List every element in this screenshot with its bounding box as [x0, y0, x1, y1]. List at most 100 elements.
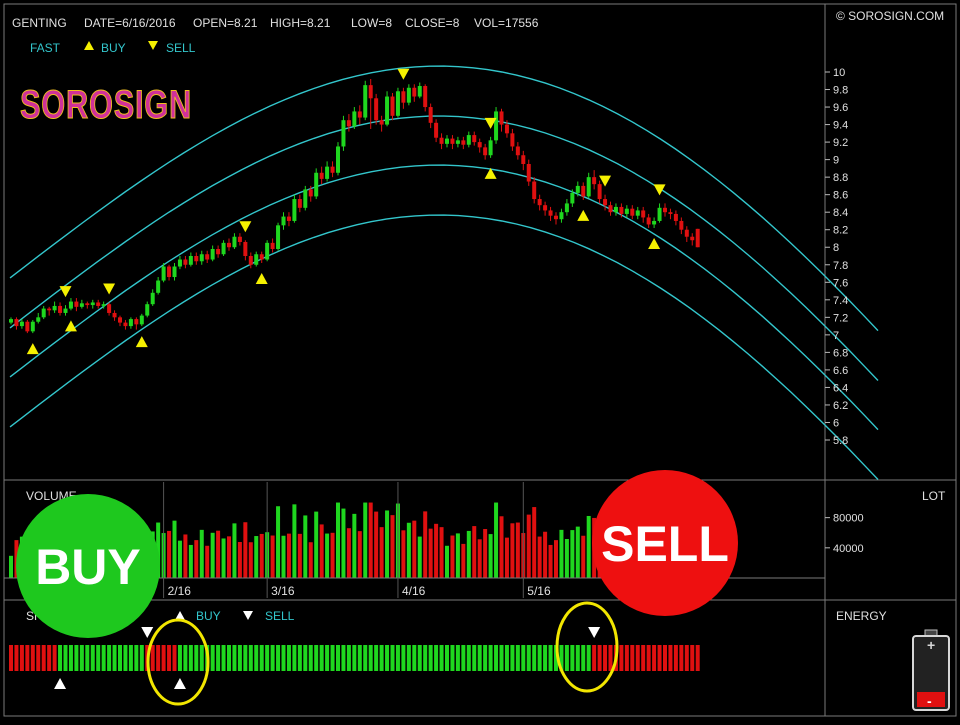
- price-axis: 10 9.8 9.6 9.4 9.2 9 8.8 8.6 8.4 8.2 8 7.8 7.6 7.4 7.2…: [825, 67, 848, 447]
- signal-bar: [630, 645, 635, 671]
- volume-bar: [548, 544, 553, 578]
- legend-buy: BUY: [101, 41, 126, 55]
- signal-bar: [128, 645, 133, 671]
- candle-body: [221, 242, 226, 255]
- candle-body: [510, 133, 515, 147]
- buy-badge-text: BUY: [35, 539, 141, 595]
- band-line-4: [9, 214, 879, 480]
- volume-bar: [243, 522, 248, 578]
- volume-bar: [363, 502, 368, 578]
- trend-bands: [9, 65, 879, 480]
- candle-body: [641, 210, 646, 218]
- signal-bar: [292, 645, 297, 671]
- candle-body: [243, 241, 248, 257]
- candle-body: [47, 308, 52, 311]
- volume-bar: [537, 536, 542, 578]
- signal-bar: [559, 645, 564, 671]
- signal-bar: [668, 645, 673, 671]
- candle-body: [412, 87, 417, 97]
- signal-bar: [341, 645, 346, 671]
- signal-bar: [172, 645, 177, 671]
- price-tick-label: 6.4: [833, 382, 848, 394]
- candle-body: [270, 242, 275, 249]
- price-tick-label: 9.2: [833, 137, 848, 149]
- volume-bar: [472, 526, 477, 578]
- signal-bar: [237, 645, 242, 671]
- volume-tick-label: 80000: [833, 513, 864, 525]
- candle-body: [177, 259, 182, 267]
- signal-bar: [286, 645, 291, 671]
- header-date: DATE=6/16/2016: [84, 16, 176, 30]
- candle-body: [494, 111, 499, 141]
- signal-bar: [41, 645, 46, 671]
- volume-bar: [445, 545, 449, 578]
- signal-bar: [325, 645, 330, 671]
- signal-bar: [581, 645, 586, 671]
- volume-bar: [504, 537, 509, 578]
- candle-body: [461, 140, 466, 145]
- signal-bar: [248, 645, 253, 671]
- signal-bar: [663, 645, 667, 671]
- candle-body: [134, 319, 139, 325]
- candle-body: [118, 317, 122, 323]
- signal-bar: [537, 645, 542, 671]
- signal-bar: [9, 645, 13, 671]
- price-tick-label: 8.2: [833, 225, 848, 237]
- price-tick-label: 8: [833, 242, 839, 254]
- volume-bar: [477, 539, 482, 578]
- date-tick-label: 5/16: [527, 584, 551, 598]
- date-tick-label: 3/16: [271, 584, 295, 598]
- candle-body: [652, 220, 657, 225]
- signal-bar: [63, 645, 68, 671]
- candle-body: [521, 155, 526, 165]
- signal-bar: [281, 645, 286, 671]
- signal-legend-buy-icon: [175, 611, 185, 620]
- signal-bar: [243, 645, 248, 671]
- candle-body: [232, 236, 237, 248]
- signal-bar: [390, 645, 395, 671]
- signal-bar: [123, 645, 128, 671]
- signal-bar: [368, 645, 373, 671]
- signal-bar: [85, 645, 90, 671]
- candle-body: [68, 301, 73, 309]
- signal-legend-buy: BUY: [196, 609, 221, 623]
- volume-axis: 80000 40000: [825, 513, 864, 555]
- candle-body: [292, 199, 297, 221]
- signal-bar: [58, 645, 63, 671]
- signal-bar: [330, 645, 335, 671]
- copyright-text: © SOROSIGN.COM: [836, 9, 944, 23]
- signal-bar: [161, 645, 166, 671]
- volume-bar: [586, 515, 591, 578]
- signal-bar: [385, 645, 390, 671]
- price-tick-label: 6.6: [833, 365, 848, 377]
- signal-bar: [232, 645, 237, 671]
- volume-bar: [248, 542, 253, 578]
- candle-body: [194, 256, 199, 262]
- candle-body: [624, 208, 629, 214]
- candle-body: [543, 205, 548, 211]
- volume-bar: [227, 536, 231, 578]
- price-tick-label: 6.2: [833, 400, 848, 412]
- signal-bar: [515, 645, 520, 671]
- candle-body: [663, 207, 667, 213]
- volume-bar: [308, 542, 313, 578]
- candle-body: [423, 86, 428, 108]
- signal-bar: [624, 645, 629, 671]
- candle-body: [227, 242, 231, 248]
- signal-bar: [96, 645, 101, 671]
- candle-body: [401, 91, 406, 103]
- price-tick-label: 8.4: [833, 207, 848, 219]
- signal-bar: [608, 645, 613, 671]
- signal-bar: [265, 645, 270, 671]
- signal-buy-icon: [173, 678, 186, 689]
- candle-body: [695, 228, 700, 248]
- candle-body: [41, 308, 46, 318]
- candle-body: [172, 266, 177, 278]
- buy-marker-icon: [135, 336, 148, 348]
- price-candles: [9, 79, 700, 334]
- sell-marker-icon: [103, 283, 116, 295]
- signal-bar: [543, 645, 548, 671]
- buy-marker-icon: [648, 237, 661, 249]
- signal-legend-sell: SELL: [265, 609, 295, 623]
- volume-bar: [336, 502, 340, 578]
